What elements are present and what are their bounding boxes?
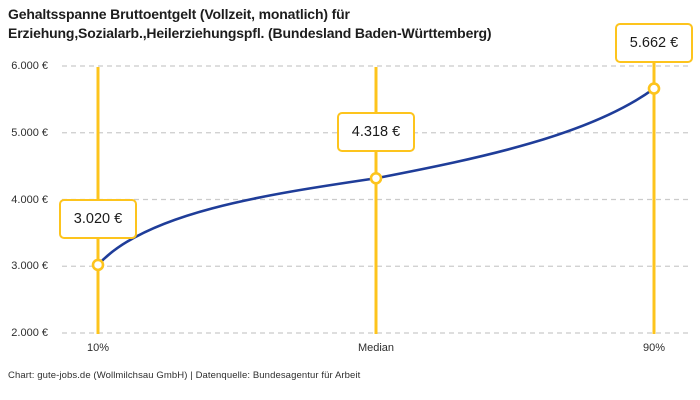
data-point-marker-90% <box>647 82 661 95</box>
x-tick-label-10%: 10% <box>86 342 110 354</box>
chart-footer: Chart: gute-jobs.de (Wollmilchsau GmbH) … <box>8 370 361 381</box>
y-tick-label: 3.000 € <box>11 260 48 273</box>
data-point-marker-10% <box>91 258 105 272</box>
y-tick-label: 6.000 € <box>11 60 48 72</box>
y-tick-label: 5.000 € <box>11 126 48 139</box>
value-label-box-90%: 5.662 € <box>615 22 693 63</box>
value-label-box-Median: 4.318 € <box>337 112 415 153</box>
data-point-markers <box>91 82 661 272</box>
x-tick-label-90%: 90% <box>642 342 666 354</box>
y-tick-label: 2.000 € <box>11 327 48 339</box>
value-label-box-10%: 3.020 € <box>59 198 137 239</box>
x-tick-label-Median: Median <box>357 342 395 354</box>
chart-title: Gehaltsspanne Bruttoentgelt (Vollzeit, m… <box>8 6 492 41</box>
data-point-marker-Median <box>369 171 383 185</box>
percentile-lines <box>96 62 656 334</box>
y-tick-label: 4.000 € <box>11 193 48 206</box>
